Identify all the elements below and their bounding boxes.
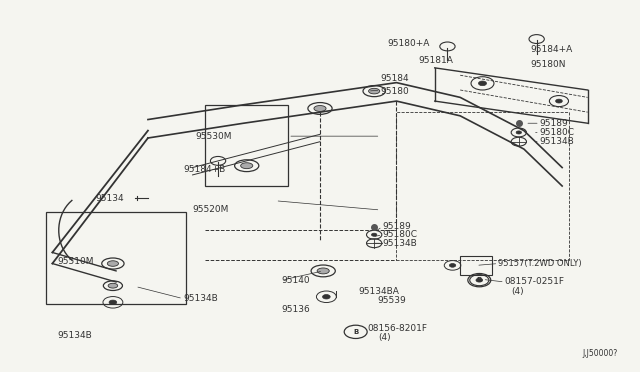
Text: 95180C: 95180C: [383, 230, 417, 239]
Text: 95180N: 95180N: [531, 60, 566, 69]
Ellipse shape: [317, 268, 329, 274]
Text: 95134B: 95134B: [540, 137, 575, 146]
Text: 08157-0251F: 08157-0251F: [505, 278, 564, 286]
Ellipse shape: [241, 163, 253, 169]
Bar: [396, 112, 568, 260]
Text: 95134B: 95134B: [58, 331, 92, 340]
Ellipse shape: [314, 106, 326, 112]
Circle shape: [109, 300, 116, 305]
Text: 95134: 95134: [96, 195, 124, 203]
Text: 95184+B: 95184+B: [183, 165, 225, 174]
Text: 95180: 95180: [381, 87, 410, 96]
Bar: [205, 105, 288, 186]
Text: 95157(T.2WD ONLY): 95157(T.2WD ONLY): [499, 259, 582, 268]
Text: 95140: 95140: [282, 276, 310, 285]
Bar: [460, 256, 492, 275]
Text: 95189: 95189: [383, 222, 411, 231]
Text: (4): (4): [379, 333, 391, 342]
Text: B: B: [353, 329, 358, 335]
Circle shape: [556, 99, 563, 103]
Text: 95184+A: 95184+A: [531, 45, 573, 54]
Text: 95510M: 95510M: [58, 257, 94, 266]
Text: (4): (4): [511, 287, 524, 296]
Text: 08156-8201F: 08156-8201F: [368, 324, 428, 333]
Text: 95530M: 95530M: [196, 132, 232, 141]
Text: 95520M: 95520M: [193, 205, 229, 215]
Text: 95134BA: 95134BA: [358, 287, 399, 296]
Text: 95181A: 95181A: [419, 56, 454, 65]
Text: B: B: [477, 277, 482, 283]
Circle shape: [516, 131, 522, 134]
Text: 95184: 95184: [381, 74, 409, 83]
Ellipse shape: [108, 283, 118, 288]
Text: 95136: 95136: [282, 305, 310, 314]
Circle shape: [371, 233, 377, 236]
Circle shape: [323, 295, 330, 299]
Ellipse shape: [108, 261, 118, 266]
Text: 95134B: 95134B: [383, 239, 417, 248]
Text: 95180C: 95180C: [540, 128, 575, 137]
Text: 95180+A: 95180+A: [387, 39, 429, 48]
Ellipse shape: [369, 88, 380, 94]
Circle shape: [479, 81, 486, 86]
Text: 95539: 95539: [378, 296, 406, 305]
Circle shape: [449, 263, 456, 267]
Text: J,J50000?: J,J50000?: [582, 350, 618, 359]
Circle shape: [476, 278, 483, 282]
Text: 95189: 95189: [540, 119, 568, 128]
Text: 95134B: 95134B: [183, 294, 218, 303]
Bar: [46, 212, 186, 304]
